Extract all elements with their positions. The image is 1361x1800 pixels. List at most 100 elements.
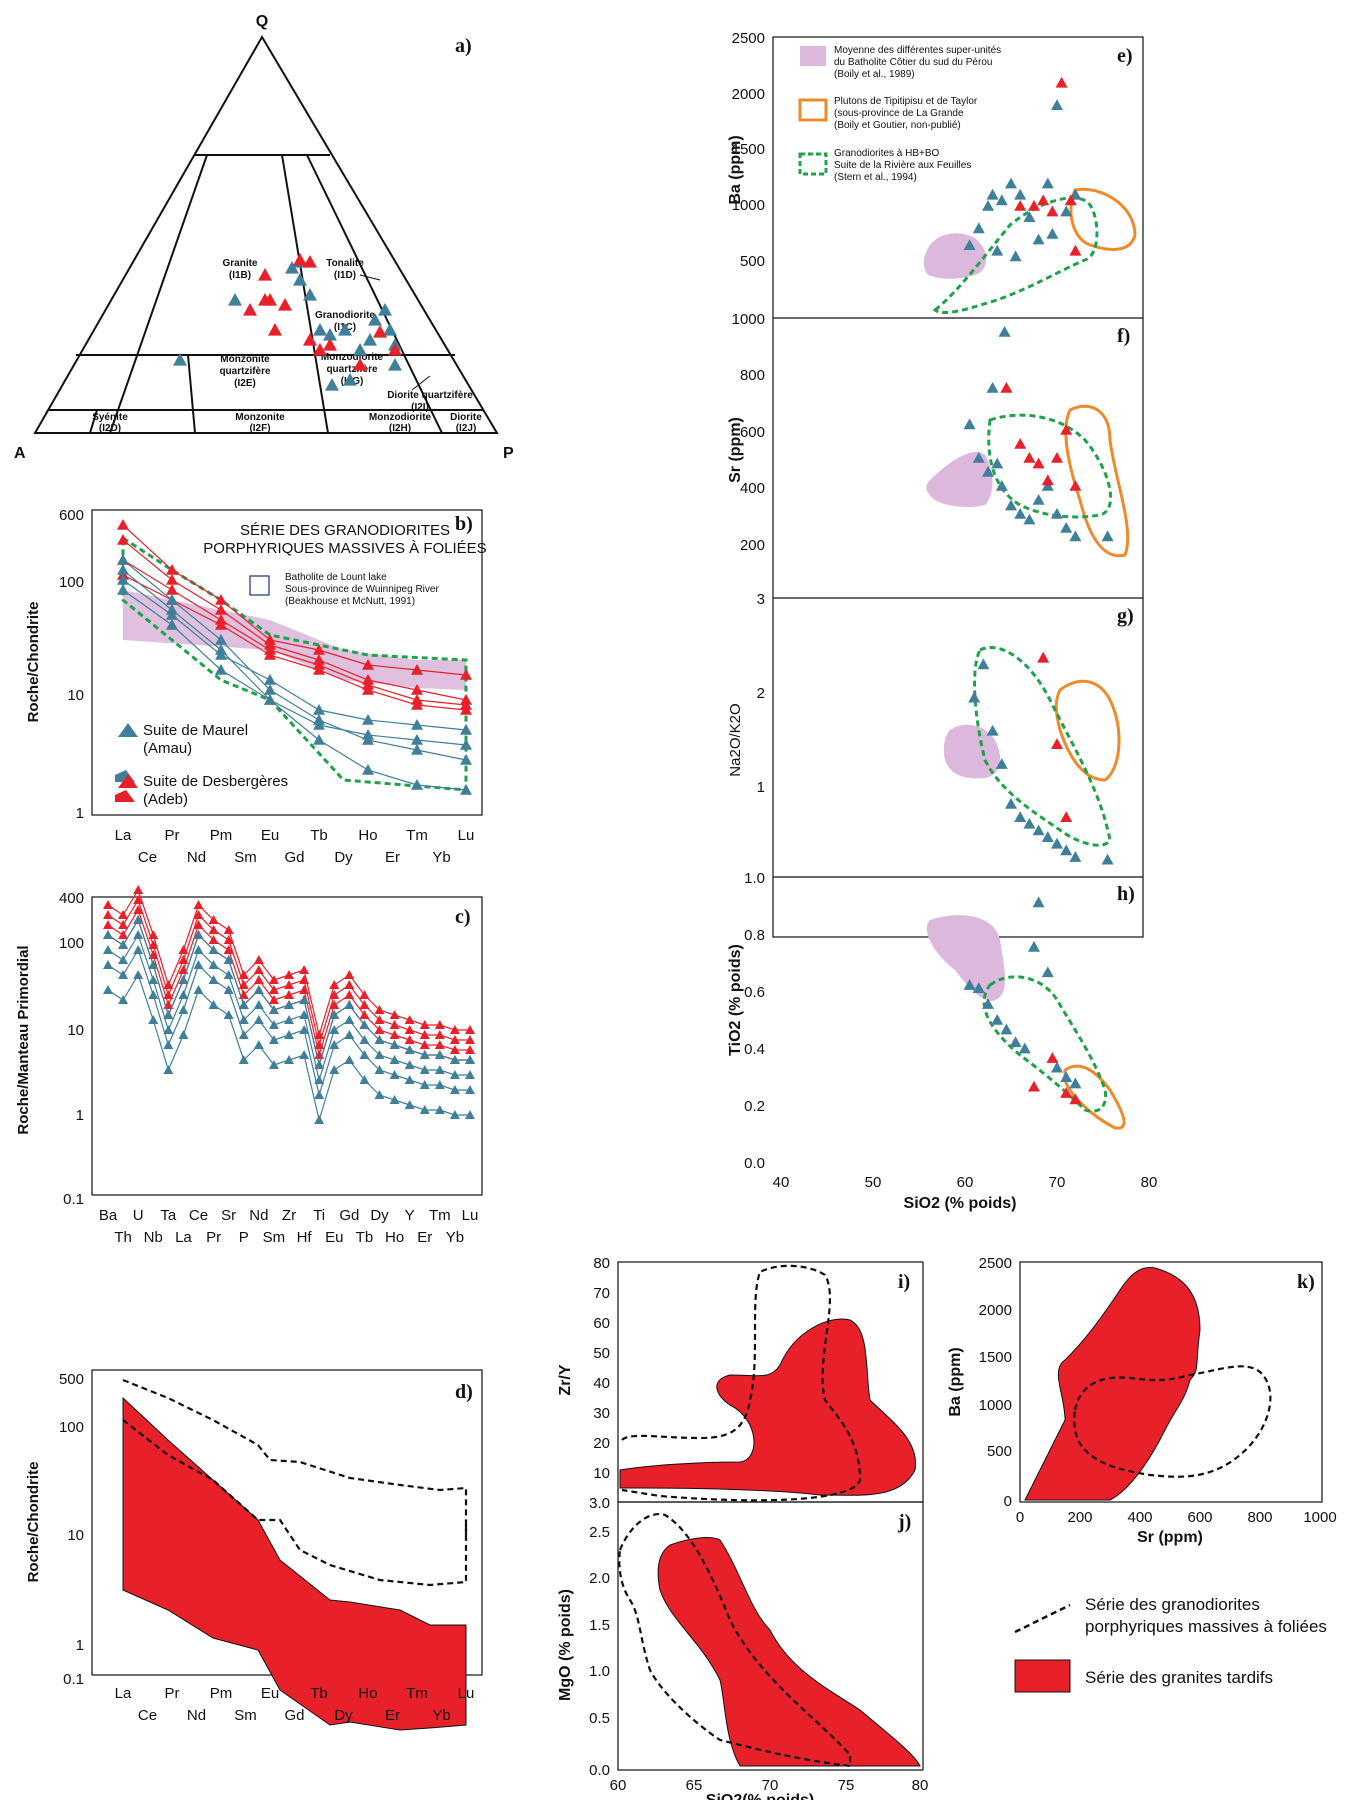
- x-tick-label: 600: [1187, 1509, 1212, 1526]
- maurel-point: [118, 940, 128, 949]
- x-tick-label: Er: [417, 1229, 432, 1246]
- maurel-legend-label: (Amau): [143, 740, 192, 757]
- x-tick-label: Tm: [429, 1207, 451, 1224]
- desbergeres-point: [344, 980, 354, 989]
- desbergeres-point: [224, 925, 234, 934]
- panel-b-ree-diagram: b) SÉRIE DES GRANODIORITES PORPHYRIQUES …: [25, 507, 487, 866]
- desbergeres-point: [299, 965, 309, 974]
- desbergeres-point: [1028, 1081, 1040, 1092]
- desbergeres-point: [1056, 77, 1068, 88]
- maurel-point: [1042, 966, 1054, 977]
- maurel-point: [117, 564, 129, 575]
- maurel-point: [254, 985, 264, 994]
- apex-p-label: P: [503, 445, 514, 462]
- desbergeres-point: [118, 920, 128, 929]
- maurel-point: [987, 189, 999, 200]
- x-tick-label: 60: [957, 1174, 974, 1191]
- desbergeres-point: [1014, 200, 1026, 211]
- y-tick-label: 0.0: [589, 1762, 610, 1779]
- desbergeres-point: [166, 574, 178, 585]
- desbergeres-point: [1033, 458, 1045, 469]
- x-tick-label: Eu: [261, 827, 279, 844]
- maurel-point: [1033, 825, 1045, 836]
- x-tick-label: 65: [686, 1777, 703, 1794]
- maurel-point: [1033, 234, 1045, 245]
- x-tick-label: Yb: [432, 849, 450, 866]
- y-tick-label: 2500: [732, 30, 765, 47]
- desbergeres-point: [254, 975, 264, 984]
- y-tick-label: 0: [1004, 1493, 1012, 1510]
- maurel-point: [1005, 798, 1017, 809]
- x-tick-label: 80: [1141, 1174, 1158, 1191]
- x-tick-label: Tb: [356, 1229, 374, 1246]
- y-tick-label: 10: [67, 1022, 84, 1039]
- x-tick-label: Ce: [138, 1707, 157, 1724]
- field-label: (I2F): [249, 423, 270, 434]
- y-tick-label: 0.6: [744, 984, 765, 1001]
- panel-k-xlabel: Sr (ppm): [1137, 1529, 1203, 1546]
- panel-h-xlabel: SiO2 (% poids): [904, 1195, 1017, 1212]
- panel-d-label: d): [455, 1381, 473, 1403]
- y-tick-label: 1.5: [589, 1617, 610, 1634]
- granites-tardifs-field: [620, 1319, 916, 1495]
- desbergeres-point: [215, 594, 227, 605]
- x-tick-label: Tm: [406, 827, 428, 844]
- granites-tardifs-envelope: [123, 1398, 466, 1730]
- x-tick-label: Yb: [446, 1229, 464, 1246]
- granodiorites-legend-line: [1015, 1605, 1070, 1632]
- y-tick-label: 600: [59, 507, 84, 524]
- panel-j-mgo: j) MgO (% poids) 2.5 2.0 1.5 1.0 0.5 0.0…: [557, 1502, 928, 1800]
- maurel-point: [996, 194, 1008, 205]
- x-tick-label: Ce: [189, 1207, 208, 1224]
- desbergeres-point: [1069, 480, 1081, 491]
- desbergeres-point: [1046, 1052, 1058, 1063]
- desbergeres-point: [303, 255, 317, 268]
- maurel-point: [1102, 530, 1114, 541]
- panel-e-label: e): [1117, 45, 1133, 67]
- maurel-point: [1033, 494, 1045, 505]
- maurel-point: [1014, 189, 1026, 200]
- desbergeres-point: [133, 885, 143, 894]
- maurel-point: [293, 273, 307, 286]
- maurel-point: [964, 418, 976, 429]
- maurel-point: [148, 1015, 158, 1024]
- y-tick-label: 0.1: [63, 1671, 84, 1688]
- desbergeres-point: [405, 1015, 415, 1024]
- desbergeres-point: [1060, 811, 1072, 822]
- field-label: (I2H): [389, 423, 411, 434]
- panel-b-label: b): [455, 513, 473, 535]
- maurel-point: [194, 985, 204, 994]
- y-tick-label: 400: [59, 890, 84, 907]
- maurel-point: [987, 382, 999, 393]
- x-tick-label: 75: [838, 1777, 855, 1794]
- y-tick-label: 30: [593, 1405, 610, 1422]
- desbergeres-point: [284, 980, 294, 989]
- y-tick-label: 1.0: [744, 870, 765, 887]
- y-tick-label: 0.2: [744, 1098, 765, 1115]
- legend-text: (Boily et al., 1989): [834, 69, 915, 80]
- field-label: (I1B): [229, 270, 251, 281]
- field-label: quartzifère: [219, 366, 271, 377]
- y-tick-label: 10: [67, 687, 84, 704]
- x-tick-label: Nd: [187, 849, 206, 866]
- y-tick-label: 2500: [979, 1255, 1012, 1272]
- panel-g-label: g): [1117, 605, 1134, 627]
- maurel-point: [991, 458, 1003, 469]
- y-tick-label: 60: [593, 1315, 610, 1332]
- x-tick-label: Ta: [160, 1207, 177, 1224]
- maurel-point: [344, 1030, 354, 1039]
- field-label: (I2D): [99, 423, 121, 434]
- y-tick-label: 10: [593, 1465, 610, 1482]
- y-tick-label: 1: [757, 779, 765, 796]
- legend-fill-label: Série des granites tardifs: [1085, 1668, 1273, 1687]
- x-tick-label: 80: [912, 1777, 929, 1794]
- panel-i-zr-y: i) Zr/Y 80 70 60 50 40 30 20 10 3.0: [557, 1255, 923, 1512]
- x-tick-label: Pr: [165, 1685, 180, 1702]
- x-tick-label: Nd: [249, 1207, 268, 1224]
- apex-a-label: A: [14, 445, 26, 462]
- desbergeres-point: [103, 900, 113, 909]
- maurel-point: [1051, 1062, 1063, 1073]
- desbergeres-point: [1046, 206, 1058, 217]
- maurel-legend-marker: [118, 723, 138, 737]
- pink-field: [924, 233, 986, 278]
